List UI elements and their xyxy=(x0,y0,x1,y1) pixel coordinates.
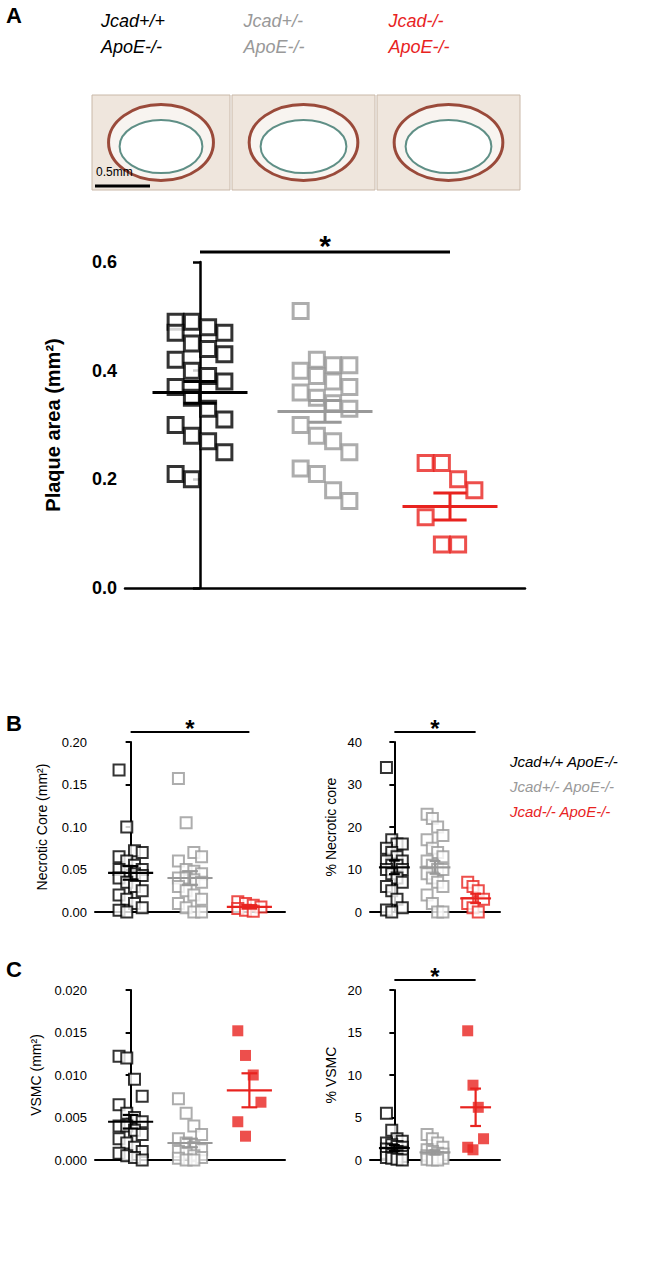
svg-text:0.6: 0.6 xyxy=(92,252,117,272)
svg-text:Jcad+/-: Jcad+/- xyxy=(243,11,304,31)
svg-text:Jcad+/+ ApoE-/-: Jcad+/+ ApoE-/- xyxy=(509,753,618,770)
svg-text:*: * xyxy=(430,715,440,742)
svg-text:0.4: 0.4 xyxy=(92,361,117,381)
svg-text:30: 30 xyxy=(348,777,362,792)
svg-text:% Necrotic core: % Necrotic core xyxy=(323,777,339,876)
svg-text:20: 20 xyxy=(348,983,362,998)
svg-text:0.2: 0.2 xyxy=(92,469,117,489)
svg-text:A: A xyxy=(6,3,22,28)
svg-text:*: * xyxy=(430,963,440,990)
svg-text:ApoE-/-: ApoE-/- xyxy=(243,37,305,57)
svg-text:Necrotic Core (mm²): Necrotic Core (mm²) xyxy=(34,764,50,891)
svg-text:Jcad+/+: Jcad+/+ xyxy=(100,11,165,31)
svg-text:0.020: 0.020 xyxy=(54,983,87,998)
svg-text:20: 20 xyxy=(348,820,362,835)
svg-text:B: B xyxy=(6,711,22,736)
svg-text:*: * xyxy=(185,715,195,742)
svg-text:C: C xyxy=(6,957,22,982)
svg-text:15: 15 xyxy=(348,1025,362,1040)
svg-text:0.5mm: 0.5mm xyxy=(96,165,133,179)
svg-text:0.20: 0.20 xyxy=(62,735,87,750)
svg-text:0: 0 xyxy=(355,905,362,920)
svg-text:5: 5 xyxy=(355,1110,362,1125)
svg-text:% VSMC: % VSMC xyxy=(323,1047,339,1104)
svg-text:40: 40 xyxy=(348,735,362,750)
svg-text:0: 0 xyxy=(355,1153,362,1168)
svg-text:0.10: 0.10 xyxy=(62,820,87,835)
svg-text:10: 10 xyxy=(348,1068,362,1083)
svg-text:0.010: 0.010 xyxy=(54,1068,87,1083)
svg-text:10: 10 xyxy=(348,862,362,877)
svg-text:0.0: 0.0 xyxy=(92,578,117,598)
svg-text:0.00: 0.00 xyxy=(62,905,87,920)
svg-text:Jcad-/- ApoE-/-: Jcad-/- ApoE-/- xyxy=(509,803,610,820)
svg-text:0.005: 0.005 xyxy=(54,1110,87,1125)
svg-text:Jcad-/-: Jcad-/- xyxy=(388,11,444,31)
svg-text:VSMC (mm²): VSMC (mm²) xyxy=(28,1034,44,1116)
svg-text:0.15: 0.15 xyxy=(62,777,87,792)
svg-text:Jcad+/- ApoE-/-: Jcad+/- ApoE-/- xyxy=(509,778,614,795)
svg-text:*: * xyxy=(319,229,331,262)
svg-text:0.015: 0.015 xyxy=(54,1025,87,1040)
svg-text:ApoE-/-: ApoE-/- xyxy=(100,37,162,57)
svg-text:ApoE-/-: ApoE-/- xyxy=(388,37,450,57)
svg-text:0.000: 0.000 xyxy=(54,1153,87,1168)
svg-text:0.05: 0.05 xyxy=(62,862,87,877)
svg-text:Plaque area (mm²): Plaque area (mm²) xyxy=(42,338,64,511)
